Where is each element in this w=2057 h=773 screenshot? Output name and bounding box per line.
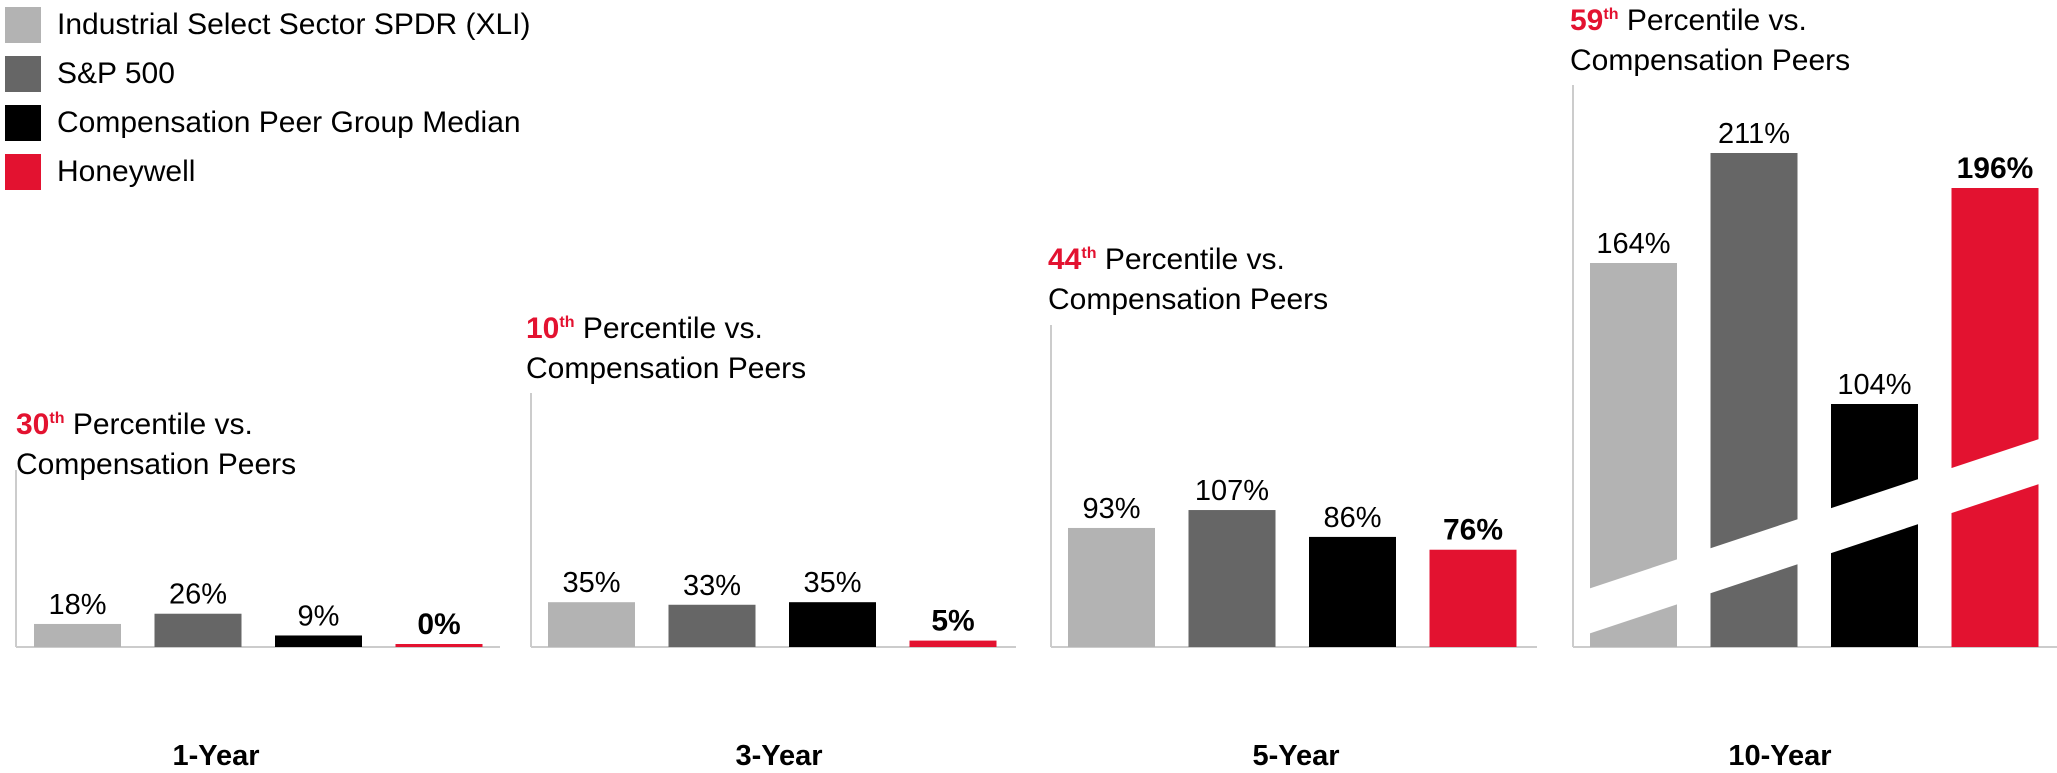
data-label-xli-3-year: 35% bbox=[562, 567, 620, 599]
bar-peer-median-3-year bbox=[789, 602, 876, 647]
bar-sp500-5-year bbox=[1188, 510, 1276, 647]
bar-xli-3-year bbox=[548, 602, 635, 647]
percentile-number: 59th bbox=[1570, 4, 1619, 37]
data-label-honeywell-5-year: 76% bbox=[1443, 514, 1503, 547]
percentile-annotation-3-year: 10th Percentile vs. Compensation Peers bbox=[526, 312, 807, 385]
percentile-annotation-1-year: 30th Percentile vs. Compensation Peers bbox=[16, 408, 297, 481]
bar-xli-1-year bbox=[34, 623, 121, 647]
legend-label-xli: Industrial Select Sector SPDR (XLI) bbox=[57, 7, 531, 41]
legend-swatch-xli bbox=[5, 6, 41, 43]
percentile-annotation-5-year: 44th Percentile vs. Compensation Peers bbox=[1048, 243, 1329, 316]
data-label-xli-10-year: 164% bbox=[1596, 228, 1670, 260]
legend-swatch-sp500 bbox=[5, 55, 41, 92]
data-label-peer-median-1-year: 9% bbox=[298, 600, 340, 632]
legend: Industrial Select Sector SPDR (XLI) S&P … bbox=[5, 0, 531, 196]
bar-honeywell-5-year bbox=[1429, 549, 1517, 647]
bar-xli-5-year bbox=[1068, 527, 1155, 647]
legend-swatch-honeywell bbox=[5, 153, 41, 190]
legend-label-honeywell: Honeywell bbox=[57, 154, 196, 188]
percentile-number: 44th bbox=[1048, 243, 1097, 276]
category-label-1-year: 1-Year bbox=[172, 740, 260, 772]
data-label-sp500-10-year: 211% bbox=[1718, 118, 1790, 150]
bar-honeywell-10-year bbox=[1951, 188, 2039, 647]
bar-honeywell-3-year bbox=[909, 640, 997, 647]
data-label-peer-median-3-year: 35% bbox=[803, 567, 861, 599]
percentile-annotation-10-year: 59th Percentile vs. Compensation Peers bbox=[1570, 4, 1851, 77]
bar-sp500-3-year bbox=[668, 604, 756, 647]
data-label-peer-median-10-year: 104% bbox=[1837, 369, 1911, 401]
bar-sp500-1-year bbox=[154, 613, 242, 647]
bar-peer-median-1-year bbox=[275, 635, 362, 647]
category-label-10-year: 10-Year bbox=[1728, 740, 1832, 772]
category-label-5-year: 5-Year bbox=[1252, 740, 1340, 772]
bar-honeywell-1-year bbox=[395, 644, 483, 647]
data-label-sp500-5-year: 107% bbox=[1195, 475, 1269, 507]
category-label-3-year: 3-Year bbox=[735, 740, 823, 772]
legend-item-sp500: S&P 500 bbox=[5, 49, 531, 98]
data-label-honeywell-10-year: 196% bbox=[1957, 152, 2034, 185]
data-label-peer-median-5-year: 86% bbox=[1323, 502, 1381, 534]
data-label-sp500-1-year: 26% bbox=[169, 579, 227, 611]
axis-break-band bbox=[1585, 433, 2057, 635]
data-label-sp500-3-year: 33% bbox=[683, 570, 741, 602]
percentile-number: 10th bbox=[526, 312, 575, 345]
data-label-xli-1-year: 18% bbox=[48, 589, 106, 621]
percentile-number: 30th bbox=[16, 408, 65, 441]
data-label-xli-5-year: 93% bbox=[1082, 493, 1140, 525]
data-label-honeywell-3-year: 5% bbox=[931, 605, 974, 638]
legend-item-peer-median: Compensation Peer Group Median bbox=[5, 98, 531, 147]
legend-item-xli: Industrial Select Sector SPDR (XLI) bbox=[5, 0, 531, 49]
legend-label-sp500: S&P 500 bbox=[57, 56, 175, 90]
legend-label-peer-median: Compensation Peer Group Median bbox=[57, 105, 521, 139]
legend-item-honeywell: Honeywell bbox=[5, 147, 531, 196]
data-label-honeywell-1-year: 0% bbox=[417, 608, 460, 641]
legend-swatch-peer-median bbox=[5, 104, 41, 141]
bar-peer-median-5-year bbox=[1309, 536, 1396, 647]
